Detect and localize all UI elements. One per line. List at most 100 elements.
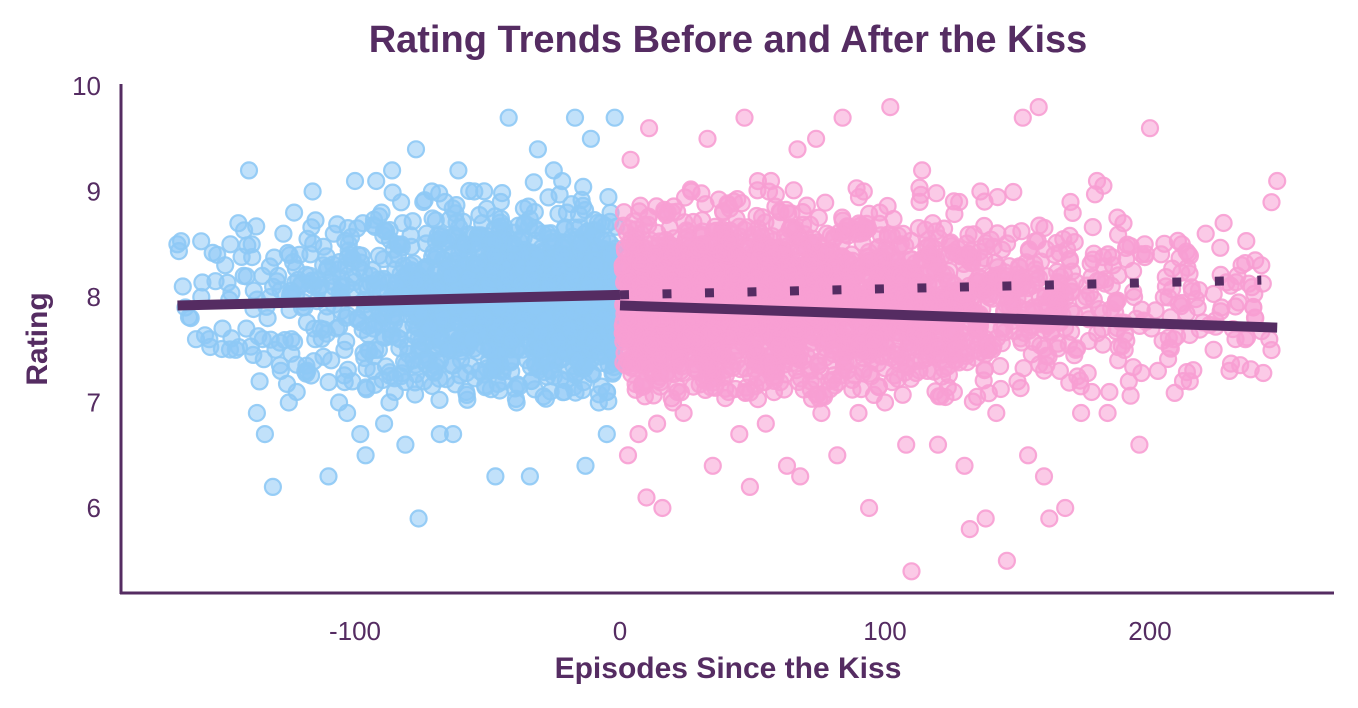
after-points-group — [613, 97, 1287, 581]
after-data-point — [1119, 372, 1138, 391]
before-data-point — [319, 373, 338, 392]
before-data-point — [507, 393, 526, 412]
after-data-point — [854, 182, 873, 201]
after-data-point — [747, 206, 766, 226]
after-data-point — [772, 245, 791, 264]
after-data-point — [958, 244, 978, 263]
after-data-point — [1196, 224, 1215, 243]
before-data-point — [420, 319, 439, 338]
after-data-point — [632, 224, 651, 243]
after-data-point — [928, 338, 947, 357]
after-data-point — [1253, 274, 1272, 293]
after-data-point — [751, 224, 770, 243]
after-data-point — [878, 317, 897, 336]
before-data-point — [383, 161, 402, 180]
after-data-point — [797, 196, 816, 215]
before-data-point — [392, 193, 411, 212]
after-data-point — [833, 108, 852, 127]
after-data-point — [701, 378, 721, 397]
after-data-point — [1039, 347, 1058, 366]
after-data-point — [720, 232, 740, 251]
before-data-point — [324, 224, 343, 243]
before-data-point — [274, 224, 293, 243]
y-tick-group: 6 7 8 9 10 — [72, 71, 101, 523]
after-data-point — [756, 414, 775, 433]
after-data-point — [800, 254, 820, 273]
after-data-point — [1148, 361, 1168, 380]
before-data-point — [592, 230, 612, 249]
before-data-point — [523, 256, 542, 275]
before-data-point — [491, 192, 510, 212]
after-data-point — [704, 324, 723, 343]
after-data-point — [1003, 224, 1022, 243]
before-data-point — [599, 188, 618, 207]
after-data-point — [687, 361, 707, 380]
after-data-point — [1106, 294, 1126, 313]
after-data-point — [1236, 330, 1255, 349]
after-data-point — [859, 498, 879, 518]
after-data-point — [1009, 268, 1029, 287]
x-tick-label: 0 — [613, 616, 627, 646]
after-data-point — [984, 337, 1003, 356]
after-data-point — [1048, 262, 1067, 281]
before-data-point — [486, 467, 505, 486]
before-data-point — [369, 340, 388, 359]
before-data-point — [285, 203, 304, 222]
after-data-point — [795, 238, 815, 257]
before-data-point — [300, 266, 319, 285]
before-data-point — [335, 340, 354, 359]
after-data-point — [987, 403, 1006, 423]
after-data-point — [1071, 403, 1091, 423]
after-data-point — [1130, 435, 1149, 454]
after-data-point — [1220, 361, 1239, 380]
before-data-point — [357, 359, 376, 378]
before-data-point — [282, 330, 301, 349]
after-data-point — [1100, 382, 1119, 402]
before-data-point — [385, 382, 404, 402]
after-data-point — [1029, 97, 1048, 117]
before-data-point — [589, 393, 608, 412]
after-data-point — [784, 181, 803, 200]
after-data-point — [1151, 245, 1171, 264]
after-data-point — [736, 383, 755, 402]
before-data-point — [436, 192, 455, 212]
after-data-point — [950, 192, 969, 212]
before-data-point — [504, 235, 524, 254]
before-data-point — [303, 182, 322, 201]
before-data-point — [454, 235, 473, 254]
after-data-point — [1212, 298, 1231, 317]
after-data-point — [677, 259, 697, 278]
before-data-point — [597, 425, 616, 444]
after-data-point — [849, 403, 868, 423]
before-data-point — [168, 235, 187, 254]
before-data-point — [465, 182, 484, 201]
before-data-point — [563, 266, 582, 285]
after-data-point — [963, 392, 983, 411]
after-data-point — [981, 266, 1001, 285]
before-data-point — [451, 351, 471, 370]
after-data-point — [923, 214, 942, 233]
after-data-point — [748, 317, 768, 336]
before-data-point — [356, 446, 375, 465]
after-data-point — [928, 435, 948, 454]
after-data-point — [828, 446, 847, 465]
after-data-point — [865, 330, 884, 349]
before-data-point — [457, 382, 476, 402]
after-data-point — [1078, 364, 1097, 383]
after-data-point — [1228, 266, 1247, 285]
after-data-point — [1077, 287, 1096, 307]
before-data-point — [565, 108, 585, 127]
after-data-point — [761, 171, 781, 191]
after-data-point — [703, 456, 722, 475]
before-data-point — [524, 173, 543, 192]
before-data-point — [253, 266, 272, 285]
after-data-point — [1040, 509, 1059, 528]
after-data-point — [672, 357, 692, 376]
after-data-point — [990, 357, 1010, 376]
after-data-point — [1083, 218, 1102, 237]
before-data-point — [232, 247, 251, 266]
before-data-point — [367, 171, 386, 191]
after-data-point — [905, 324, 925, 343]
after-data-point — [669, 277, 688, 296]
x-tick-label: 100 — [863, 616, 906, 646]
